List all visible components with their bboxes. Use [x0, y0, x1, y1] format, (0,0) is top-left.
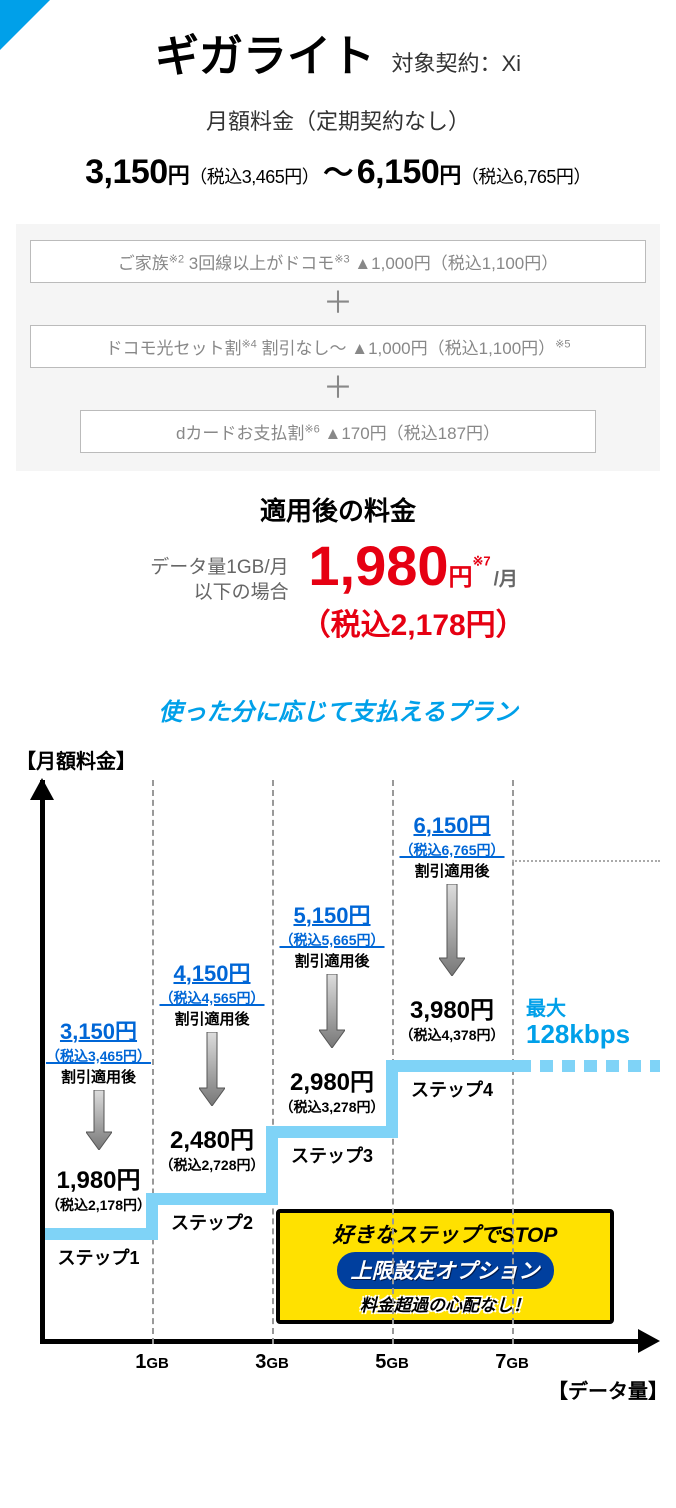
promo-line3: 料金超過の心配なし！: [286, 1291, 604, 1316]
list-price: 4,150円（税込4,565円）: [147, 956, 277, 1008]
x-axis: [40, 1339, 654, 1344]
price-range: 3,150円（税込3,465円）〜6,150円（税込6,765円）: [0, 148, 676, 192]
promo-box: 好きなステップでSTOP 上限設定オプション 料金超過の心配なし！: [276, 1209, 614, 1324]
discounted-price: 2,480円（税込2,728円）: [147, 1120, 277, 1175]
step-chart: 【データ量】 好きなステップでSTOP 上限設定オプション 料金超過の心配なし！…: [16, 780, 660, 1400]
step-segment: [392, 1060, 518, 1072]
after-discount-price: 適用後の料金 データ量1GB/月 以下の場合 1,980円※7/月 （税込2,1…: [0, 491, 676, 644]
after-condition: データ量1GB/月 以下の場合: [150, 538, 288, 605]
header: ギガライト 対象契約：Xi 月額料金（定期契約なし） 3,150円（税込3,46…: [0, 0, 676, 202]
discount-family: ご家族※2 3回線以上がドコモ※3 ▲1,000円（税込1,100円）: [30, 240, 646, 283]
corner-decoration: [0, 0, 50, 50]
step-name: ステップ3: [272, 1142, 392, 1168]
y-axis-label: 【月額料金】: [16, 745, 676, 774]
step-segment: [152, 1193, 272, 1205]
subtitle: 月額料金（定期契約なし）: [0, 104, 676, 136]
discount-applied-label: 割引適用後: [267, 950, 397, 971]
y-arrow-icon: [30, 778, 54, 800]
plus-icon: ＋: [30, 368, 646, 410]
step-segment: [272, 1126, 392, 1138]
x-tick: 7GB: [495, 1351, 529, 1374]
arrow-down-icon: [86, 1090, 112, 1150]
plan-name: ギガライト: [155, 20, 375, 84]
list-price: 5,150円（税込5,665円）: [267, 898, 397, 950]
list-price: 3,150円（税込3,465円）: [34, 1014, 164, 1066]
step-segment: [45, 1228, 152, 1240]
step-name: ステップ2: [152, 1209, 272, 1235]
x-tick: 5GB: [375, 1351, 409, 1374]
discounted-price: 3,980円（税込4,378円）: [387, 990, 517, 1045]
contract-type: 対象契約：Xi: [391, 51, 521, 76]
discount-applied-label: 割引適用後: [387, 860, 517, 881]
gridline: [512, 860, 660, 862]
promo-line1: 好きなステップでSTOP: [286, 1219, 604, 1249]
arrow-down-icon: [199, 1032, 225, 1106]
chart-title: 使った分に応じて支払えるプラン: [0, 692, 676, 727]
arrow-down-icon: [319, 974, 345, 1048]
discount-applied-label: 割引適用後: [34, 1066, 164, 1087]
after-title: 適用後の料金: [0, 491, 676, 528]
discount-applied-label: 割引適用後: [147, 1008, 277, 1029]
arrow-down-icon: [439, 884, 465, 976]
promo-line2: 上限設定オプション: [337, 1252, 554, 1289]
discounted-price: 2,980円（税込3,278円）: [267, 1062, 397, 1117]
speed-limit-line: [518, 1060, 660, 1072]
plus-icon: ＋: [30, 283, 646, 325]
discounted-price: 1,980円（税込2,178円）: [34, 1160, 164, 1215]
after-tax: （税込2,178円）: [301, 600, 526, 644]
x-tick: 1GB: [135, 1351, 169, 1374]
x-arrow-icon: [638, 1329, 660, 1353]
x-tick: 3GB: [255, 1351, 289, 1374]
after-big-price: 1,980円※7/月: [301, 538, 526, 594]
max-speed-label: 最大128kbps: [526, 998, 630, 1049]
step-name: ステップ4: [392, 1076, 512, 1102]
list-price: 6,150円（税込6,765円）: [387, 808, 517, 860]
discount-area: ご家族※2 3回線以上がドコモ※3 ▲1,000円（税込1,100円） ＋ ドコ…: [16, 224, 660, 471]
discount-dcard: dカードお支払割※6 ▲170円（税込187円）: [80, 410, 596, 453]
step-name: ステップ1: [45, 1244, 152, 1270]
x-axis-label: 【データ量】: [548, 1375, 668, 1404]
discount-hikari: ドコモ光セット割※4 割引なし〜 ▲1,000円（税込1,100円）※5: [30, 325, 646, 368]
